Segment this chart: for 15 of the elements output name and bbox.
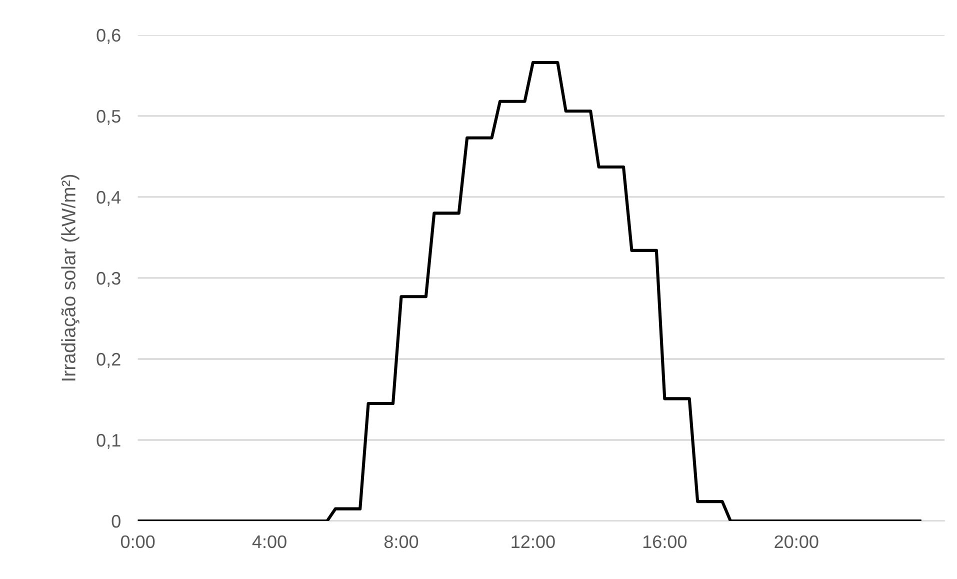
x-tick-label: 8:00 <box>384 535 418 548</box>
y-tick-label: 0 <box>112 514 120 528</box>
y-tick-label: 0,1 <box>96 434 120 449</box>
line-series <box>138 60 922 521</box>
x-tick-label: 0:00 <box>120 535 155 548</box>
x-tick-label: 12:00 <box>512 535 555 548</box>
x-tick-label: 16:00 <box>643 535 687 548</box>
y-tick-label: 0,3 <box>96 272 120 287</box>
x-tick-label: 4:00 <box>252 535 286 548</box>
y-tick-label: 0,5 <box>96 110 120 125</box>
y-tick-label: 0,6 <box>96 28 120 44</box>
x-tick-label: 20:00 <box>774 535 818 548</box>
y-tick-label: 0,2 <box>96 352 120 368</box>
y-axis-title: Irradiação solar (kW/m²) <box>61 174 80 380</box>
y-tick-label: 0,4 <box>96 190 121 206</box>
